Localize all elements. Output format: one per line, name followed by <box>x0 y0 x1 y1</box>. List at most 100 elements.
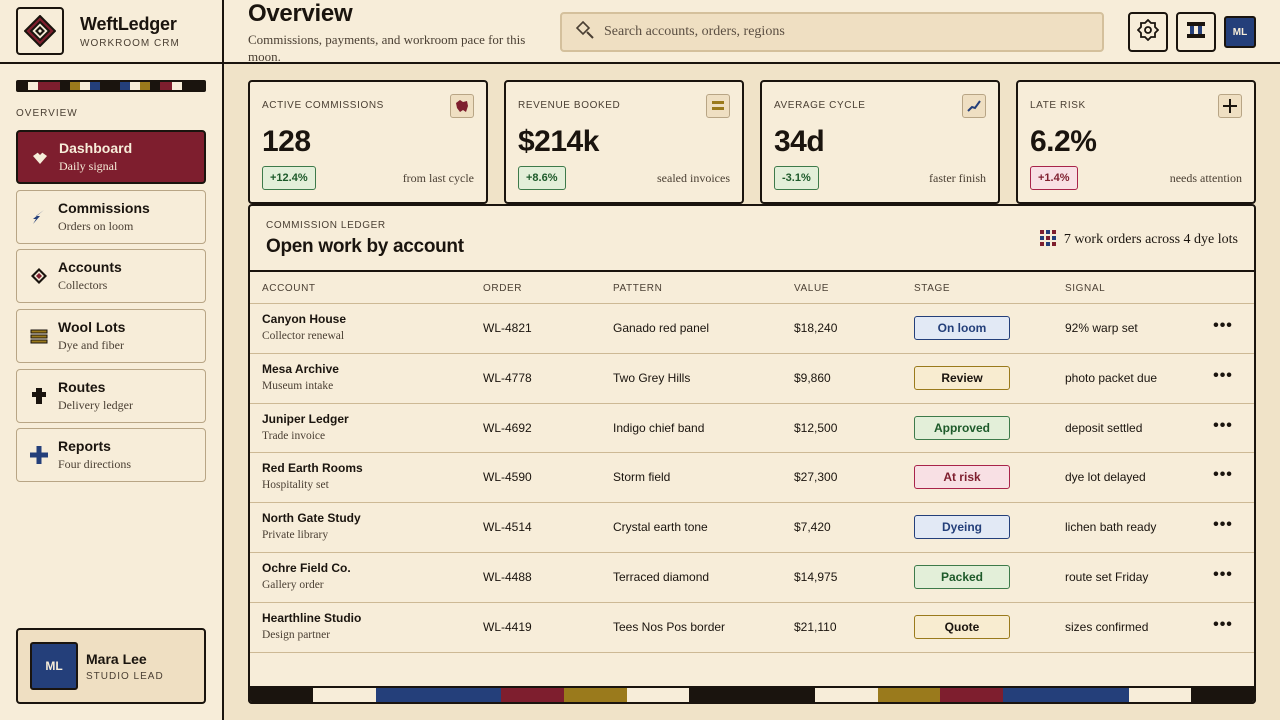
order-id: WL-4488 <box>483 569 532 584</box>
order-id: WL-4590 <box>483 470 532 485</box>
signal-text: deposit settled <box>1065 420 1143 435</box>
table-header: ACCOUNT ORDER PATTERN VALUE STAGE SIGNAL <box>250 272 1254 304</box>
stage-badge: Packed <box>914 564 1010 589</box>
sidebar-item-accounts[interactable]: Accounts Collectors <box>16 249 206 304</box>
order-value: $21,110 <box>794 619 837 634</box>
stack-icon <box>29 326 49 346</box>
diamond-icon <box>29 266 49 286</box>
kpi-label: AVERAGE CYCLE <box>774 100 866 111</box>
brand-logo-icon[interactable] <box>16 7 64 55</box>
page-title: Overview <box>248 0 353 27</box>
kpi-delta-badge: +12.4% <box>262 166 316 190</box>
plus-icon <box>1218 94 1242 118</box>
more-options-icon[interactable]: ••• <box>1213 516 1233 534</box>
cross-icon <box>29 445 49 465</box>
pattern-name: Ganado red panel <box>613 321 710 335</box>
heart-icon <box>30 147 50 167</box>
table-row[interactable]: Hearthline Studio Design partner WL-4419 … <box>250 603 1254 653</box>
account-subtitle: Hospitality set <box>262 479 329 492</box>
column-header-stage[interactable]: STAGE <box>914 283 951 294</box>
order-value: $12,500 <box>794 420 838 435</box>
kpi-label: LATE RISK <box>1030 100 1086 111</box>
order-value: $27,300 <box>794 470 838 485</box>
trend-line-icon <box>962 94 986 118</box>
kpi-note: from last cycle <box>402 170 474 185</box>
search-bar[interactable] <box>560 12 1104 52</box>
kpi-card-average-cycle: AVERAGE CYCLE 34d -3.1% faster finish <box>760 80 1000 204</box>
signal-text: dye lot delayed <box>1065 470 1146 485</box>
sidebar-item-routes[interactable]: Routes Delivery ledger <box>16 368 206 423</box>
account-subtitle: Trade invoice <box>262 429 326 442</box>
sun-button[interactable] <box>1128 12 1168 52</box>
more-options-icon[interactable]: ••• <box>1213 565 1233 583</box>
pattern-name: Tees Nos Pos border <box>613 619 726 634</box>
kpi-note: needs attention <box>1169 170 1242 185</box>
kpi-label: ACTIVE COMMISSIONS <box>262 100 384 111</box>
sun-icon <box>1136 18 1160 46</box>
signal-text: 92% warp set <box>1065 321 1138 335</box>
pattern-name: Storm field <box>613 470 671 485</box>
kpi-delta-badge: -3.1% <box>774 166 819 190</box>
sidebar-item-title: Wool Lots <box>58 319 126 336</box>
kpi-card-revenue-booked: REVENUE BOOKED $214k +8.6% sealed invoic… <box>504 80 744 204</box>
woven-border-decoration <box>248 686 1256 704</box>
kpi-delta-badge: +1.4% <box>1030 166 1078 190</box>
user-card[interactable]: ML Mara Lee STUDIO LEAD <box>16 628 206 704</box>
sidebar-item-wool-lots[interactable]: Wool Lots Dye and fiber <box>16 309 206 364</box>
sidebar-item-subtitle: Orders on loom <box>58 218 134 233</box>
pattern-name: Indigo chief band <box>613 420 705 435</box>
order-value: $9,860 <box>794 370 831 385</box>
search-input[interactable] <box>604 24 1084 40</box>
table-row[interactable]: Juniper Ledger Trade invoice WL-4692 Indi… <box>250 404 1254 454</box>
sidebar-item-subtitle: Four directions <box>58 457 131 472</box>
table-row[interactable]: North Gate Study Private library WL-4514 … <box>250 503 1254 553</box>
more-options-icon[interactable]: ••• <box>1213 317 1233 334</box>
sidebar: WeftLedger WORKROOM CRM OVERVIEW Dashboa… <box>0 0 224 720</box>
sidebar-item-subtitle: Dye and fiber <box>58 338 124 353</box>
woven-stripe-decoration <box>16 80 206 92</box>
column-header-account[interactable]: ACCOUNT <box>262 283 316 294</box>
more-options-icon[interactable]: ••• <box>1213 366 1233 384</box>
more-options-icon[interactable]: ••• <box>1213 466 1233 484</box>
commission-ledger: COMMISSION LEDGER Open work by account 7… <box>248 204 1256 704</box>
avatar: ML <box>30 642 78 690</box>
order-value: $14,975 <box>794 569 838 584</box>
sidebar-item-reports[interactable]: Reports Four directions <box>16 428 206 483</box>
ledger-kicker: COMMISSION LEDGER <box>266 220 386 231</box>
sidebar-item-title: Commissions <box>58 199 150 216</box>
signal-text: photo packet due <box>1065 370 1158 385</box>
table-row[interactable]: Mesa Archive Museum intake WL-4778 Two Gr… <box>250 354 1254 404</box>
more-options-icon[interactable]: ••• <box>1213 416 1233 434</box>
table-row[interactable]: Ochre Field Co. Gallery order WL-4488 Ter… <box>250 553 1254 603</box>
sidebar-nav: Dashboard Daily signal Commissions Order… <box>16 130 206 488</box>
order-id: WL-4692 <box>483 420 532 435</box>
feather-icon <box>29 207 49 227</box>
sidebar-item-title: Dashboard <box>59 140 133 156</box>
table-row[interactable]: Red Earth Rooms Hospitality set WL-4590 S… <box>250 453 1254 504</box>
sidebar-item-commissions[interactable]: Commissions Orders on loom <box>16 189 206 244</box>
column-header-signal[interactable]: SIGNAL <box>1065 283 1106 294</box>
search-icon <box>575 20 594 44</box>
ledger-summary-text: 7 work orders across 4 dye lots <box>1063 231 1238 247</box>
order-value: $18,240 <box>794 321 838 335</box>
sidebar-item-subtitle: Daily signal <box>59 159 118 173</box>
ledger-title: Open work by account <box>266 236 464 257</box>
column-header-value[interactable]: VALUE <box>794 283 830 294</box>
loom-icon <box>1185 19 1207 46</box>
more-options-icon[interactable]: ••• <box>1213 615 1233 633</box>
order-id: WL-4514 <box>483 520 532 535</box>
column-header-order[interactable]: ORDER <box>483 283 523 294</box>
kpi-value: 34d <box>774 125 825 158</box>
column-header-pattern[interactable]: PATTERN <box>613 283 663 294</box>
sidebar-item-title: Routes <box>58 378 106 395</box>
sidebar-item-subtitle: Collectors <box>58 278 108 293</box>
account-subtitle: Design partner <box>262 628 331 641</box>
kpi-value: 6.2% <box>1030 125 1097 158</box>
order-id: WL-4778 <box>483 370 532 385</box>
signal-text: route set Friday <box>1065 569 1149 584</box>
layout-button[interactable] <box>1176 12 1216 52</box>
table-row[interactable]: Canyon House Collector renewal WL-4821 Ga… <box>250 304 1254 354</box>
sidebar-item-dashboard[interactable]: Dashboard Daily signal <box>16 130 206 184</box>
kpi-note: faster finish <box>929 170 986 185</box>
avatar[interactable]: ML <box>1224 16 1256 48</box>
